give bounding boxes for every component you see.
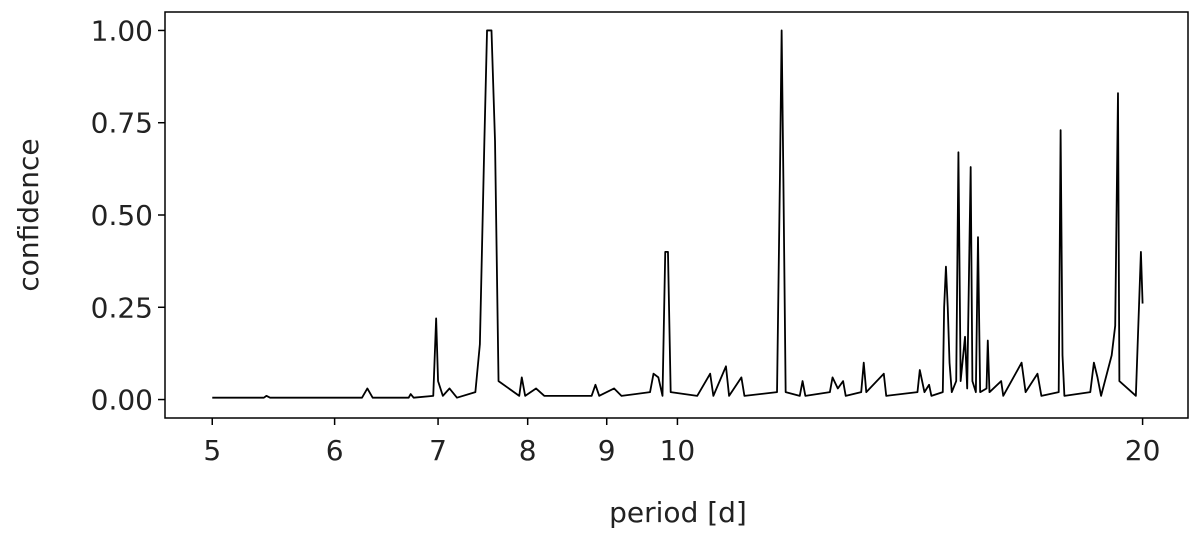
x-tick-label: 10: [660, 434, 696, 467]
x-tick-label: 9: [598, 434, 616, 467]
x-tick-label: 8: [519, 434, 537, 467]
data-line: [212, 29, 1144, 399]
x-axis-label: period [d]: [609, 496, 747, 529]
y-tick-label: 0.50: [91, 199, 153, 232]
y-tick-label: 0.75: [91, 107, 153, 140]
x-tick-label: 7: [429, 434, 447, 467]
y-axis-label: confidence: [12, 138, 45, 291]
y-tick-label: 0.00: [91, 384, 153, 417]
x-tick-label: 5: [203, 434, 221, 467]
y-tick-label: 0.25: [91, 291, 153, 324]
y-tick-label: 1.00: [91, 14, 153, 47]
x-tick-label: 20: [1125, 434, 1161, 467]
x-tick-label: 6: [326, 434, 344, 467]
plot-frame: [164, 11, 1189, 419]
